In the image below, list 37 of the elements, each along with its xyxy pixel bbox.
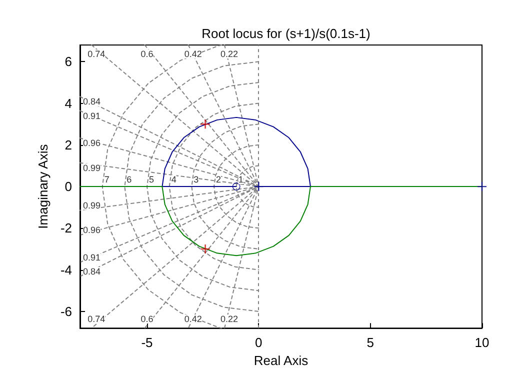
annotation: 7 xyxy=(104,174,110,185)
annotation: 0.42 xyxy=(184,49,202,59)
annotation: 0.91 xyxy=(83,110,101,121)
x-axis-title: Real Axis xyxy=(254,353,309,368)
annotation: 3 xyxy=(194,174,199,185)
annotation: 1 xyxy=(238,174,244,185)
annotation: 0.6 xyxy=(140,49,154,59)
x-tick-label: 5 xyxy=(366,335,374,350)
annotation: 0.84 xyxy=(83,266,101,276)
annotation: 0.6 xyxy=(140,314,154,324)
y-tick-label: -4 xyxy=(60,262,72,278)
annotation: 0.74 xyxy=(88,49,106,59)
annotation: 0.84 xyxy=(83,96,101,107)
x-tick-label: 10 xyxy=(474,335,490,350)
annotation: 0.42 xyxy=(184,314,202,324)
x-tick-label: 0 xyxy=(255,335,262,350)
annotation: 5 xyxy=(149,174,154,185)
y-tick-label: -2 xyxy=(60,220,72,236)
annotation: 2 xyxy=(216,174,222,185)
y-tick-label: 4 xyxy=(64,96,72,111)
annotation: 0.99 xyxy=(83,162,101,173)
y-tick-label: 2 xyxy=(64,137,72,152)
annotation: 0.22 xyxy=(220,314,238,324)
annotation: 0.22 xyxy=(220,49,238,59)
annotation: 0.96 xyxy=(83,138,101,148)
annotation: 6 xyxy=(126,174,132,185)
y-tick-label: 0 xyxy=(64,179,72,194)
y-axis-title: Imaginary Axis xyxy=(36,144,51,229)
annotation: 0.96 xyxy=(83,225,101,236)
x-tick-label: -5 xyxy=(141,335,153,350)
annotation: 0.99 xyxy=(83,200,101,210)
chart-title: Root locus for (s+1)/s(0.1s-1) xyxy=(202,26,370,41)
y-tick-label: 6 xyxy=(64,54,72,70)
annotation: 0.91 xyxy=(83,252,101,262)
annotation: 0.74 xyxy=(88,314,106,324)
annotation: 4 xyxy=(171,174,176,185)
y-tick-label: -6 xyxy=(60,304,72,319)
